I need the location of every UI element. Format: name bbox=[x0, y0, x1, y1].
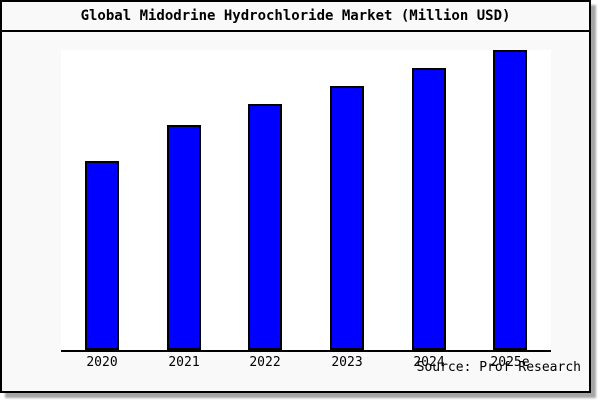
chart-figure: Global Midodrine Hydrochloride Market (M… bbox=[0, 0, 591, 393]
plot-area bbox=[61, 50, 551, 352]
bar-2021 bbox=[167, 125, 201, 350]
x-tick-label-2020: 2020 bbox=[86, 355, 118, 370]
x-tick-label-2025e: 2025e bbox=[490, 355, 530, 370]
bar-2022 bbox=[248, 104, 282, 350]
x-tick-label-2024: 2024 bbox=[413, 355, 445, 370]
bar-2020 bbox=[85, 161, 119, 350]
x-tick-label-2022: 2022 bbox=[249, 355, 281, 370]
bar-2023 bbox=[330, 86, 364, 350]
bar-2024 bbox=[412, 68, 446, 350]
x-tick-label-2021: 2021 bbox=[168, 355, 200, 370]
x-tick-label-2023: 2023 bbox=[331, 355, 363, 370]
bar-2025e bbox=[493, 50, 527, 350]
chart-title: Global Midodrine Hydrochloride Market (M… bbox=[2, 2, 589, 32]
source-note: Source: Prof Research bbox=[416, 360, 581, 375]
